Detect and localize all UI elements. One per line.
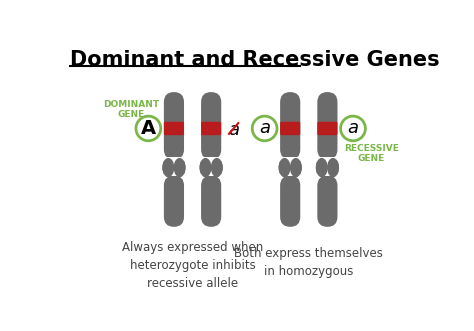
Ellipse shape xyxy=(211,159,222,176)
Text: a: a xyxy=(228,121,239,139)
Ellipse shape xyxy=(174,159,185,176)
Text: DOMINANT
GENE: DOMINANT GENE xyxy=(103,100,159,119)
FancyBboxPatch shape xyxy=(280,157,300,162)
Text: Always expressed when
heterozygote inhibits
recessive allele: Always expressed when heterozygote inhib… xyxy=(122,241,263,290)
FancyBboxPatch shape xyxy=(164,122,184,135)
Text: Dominant and Recessive Genes: Dominant and Recessive Genes xyxy=(70,51,440,71)
Ellipse shape xyxy=(174,159,185,176)
Ellipse shape xyxy=(291,159,301,176)
FancyBboxPatch shape xyxy=(317,176,337,227)
FancyBboxPatch shape xyxy=(201,176,221,227)
Ellipse shape xyxy=(291,159,301,176)
Ellipse shape xyxy=(317,159,327,176)
FancyBboxPatch shape xyxy=(317,92,337,160)
Circle shape xyxy=(136,116,161,141)
Ellipse shape xyxy=(201,159,211,176)
Ellipse shape xyxy=(211,159,222,176)
FancyBboxPatch shape xyxy=(201,92,221,160)
FancyBboxPatch shape xyxy=(164,157,184,162)
Ellipse shape xyxy=(279,159,290,176)
FancyBboxPatch shape xyxy=(164,160,184,176)
Ellipse shape xyxy=(328,159,338,176)
FancyBboxPatch shape xyxy=(201,122,221,135)
Ellipse shape xyxy=(201,159,211,176)
Ellipse shape xyxy=(317,159,327,176)
FancyBboxPatch shape xyxy=(164,92,184,160)
Circle shape xyxy=(252,116,277,141)
Ellipse shape xyxy=(163,159,173,176)
Circle shape xyxy=(341,116,365,141)
FancyBboxPatch shape xyxy=(317,122,337,135)
Text: a: a xyxy=(259,119,270,137)
FancyBboxPatch shape xyxy=(317,160,337,176)
Ellipse shape xyxy=(163,159,173,176)
FancyBboxPatch shape xyxy=(164,176,184,227)
FancyBboxPatch shape xyxy=(317,157,337,162)
Text: Both express themselves
in homozygous: Both express themselves in homozygous xyxy=(234,247,383,278)
FancyBboxPatch shape xyxy=(201,157,221,162)
Text: A: A xyxy=(141,119,156,138)
FancyBboxPatch shape xyxy=(201,160,221,176)
FancyBboxPatch shape xyxy=(280,122,300,135)
Text: RECESSIVE
GENE: RECESSIVE GENE xyxy=(344,144,399,163)
FancyBboxPatch shape xyxy=(280,176,300,227)
FancyBboxPatch shape xyxy=(280,92,300,160)
Text: a: a xyxy=(347,119,358,137)
Ellipse shape xyxy=(279,159,290,176)
FancyBboxPatch shape xyxy=(280,160,300,176)
Ellipse shape xyxy=(328,159,338,176)
